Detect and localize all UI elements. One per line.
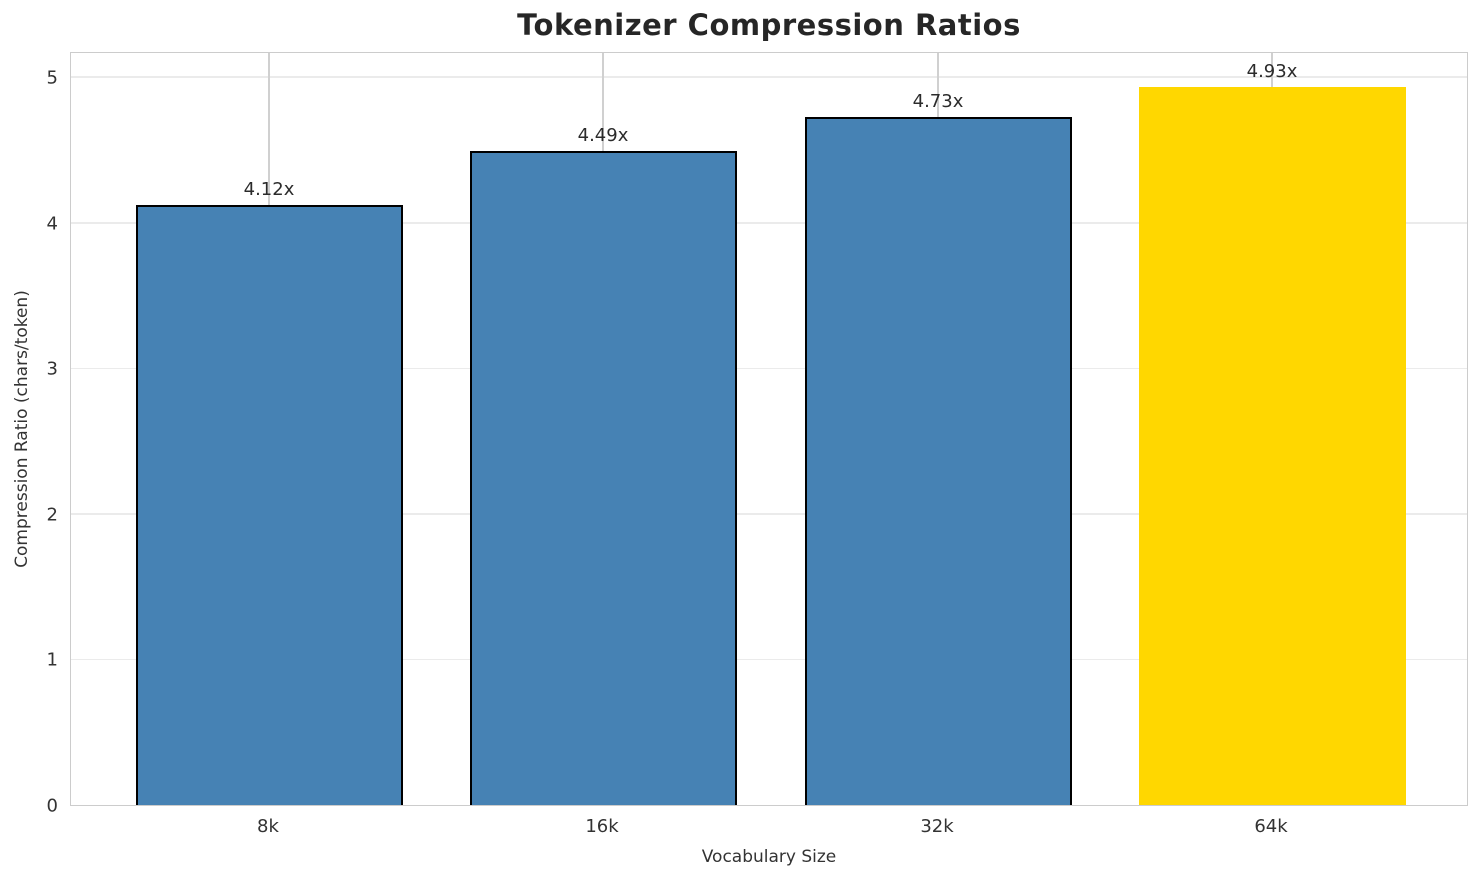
horizontal-gridline <box>71 367 1467 370</box>
horizontal-gridline <box>71 658 1467 661</box>
bar-value-label: 4.73x <box>912 90 964 112</box>
y-tick-label: 4 <box>46 213 58 235</box>
horizontal-gridline <box>71 222 1467 224</box>
y-tick-label: 5 <box>46 67 58 89</box>
plot-area: 4.12x 4.49x 4.73x 4.93x <box>70 52 1468 806</box>
x-tick-label: 32k <box>920 816 954 837</box>
x-axis-label: Vocabulary Size <box>701 847 837 867</box>
bar-value-label: 4.49x <box>577 125 629 147</box>
y-tick-label: 3 <box>46 358 58 380</box>
bar-32k <box>804 116 1072 805</box>
y-axis-label: Compression Ratio (chars/token) <box>12 290 32 568</box>
y-tick-label: 2 <box>46 504 58 526</box>
horizontal-gridline <box>71 76 1467 78</box>
x-tick-label: 16k <box>585 816 619 837</box>
chart-title: Tokenizer Compression Ratios <box>517 8 1021 42</box>
bar-value-label: 4.12x <box>243 179 295 201</box>
bar-value-label: 4.93x <box>1246 61 1298 83</box>
y-tick-label: 1 <box>46 649 58 671</box>
horizontal-gridline <box>71 513 1467 515</box>
y-tick-label: 0 <box>46 795 58 817</box>
bar-64k <box>1138 87 1406 805</box>
bar-16k <box>469 151 737 805</box>
x-tick-label: 64k <box>1254 816 1288 837</box>
x-tick-label: 8k <box>257 816 279 837</box>
bar-8k <box>135 205 403 805</box>
